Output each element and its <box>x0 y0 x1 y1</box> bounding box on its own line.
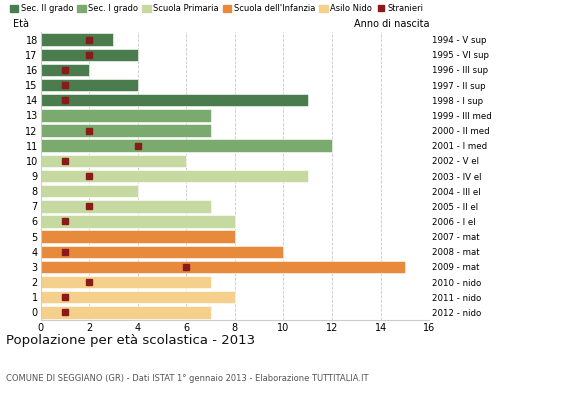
Bar <box>41 261 405 273</box>
Text: COMUNE DI SEGGIANO (GR) - Dati ISTAT 1° gennaio 2013 - Elaborazione TUTTITALIA.I: COMUNE DI SEGGIANO (GR) - Dati ISTAT 1° … <box>6 374 368 383</box>
Text: Popolazione per età scolastica - 2013: Popolazione per età scolastica - 2013 <box>6 334 255 347</box>
Bar <box>41 185 138 197</box>
Legend: Sec. II grado, Sec. I grado, Scuola Primaria, Scuola dell'Infanzia, Asilo Nido, : Sec. II grado, Sec. I grado, Scuola Prim… <box>10 4 423 13</box>
Bar <box>41 246 284 258</box>
Bar <box>41 48 138 61</box>
Bar <box>41 170 308 182</box>
Bar <box>41 94 308 106</box>
Bar <box>41 140 332 152</box>
Bar <box>41 230 235 243</box>
Text: Età: Età <box>13 19 30 29</box>
Bar <box>41 64 89 76</box>
Bar <box>41 109 211 122</box>
Bar <box>41 306 211 319</box>
Text: Anno di nascita: Anno di nascita <box>354 19 429 29</box>
Bar <box>41 33 114 46</box>
Bar <box>41 79 138 91</box>
Bar <box>41 200 211 212</box>
Bar <box>41 124 211 137</box>
Bar <box>41 276 211 288</box>
Bar <box>41 155 186 167</box>
Bar <box>41 291 235 304</box>
Bar <box>41 215 235 228</box>
